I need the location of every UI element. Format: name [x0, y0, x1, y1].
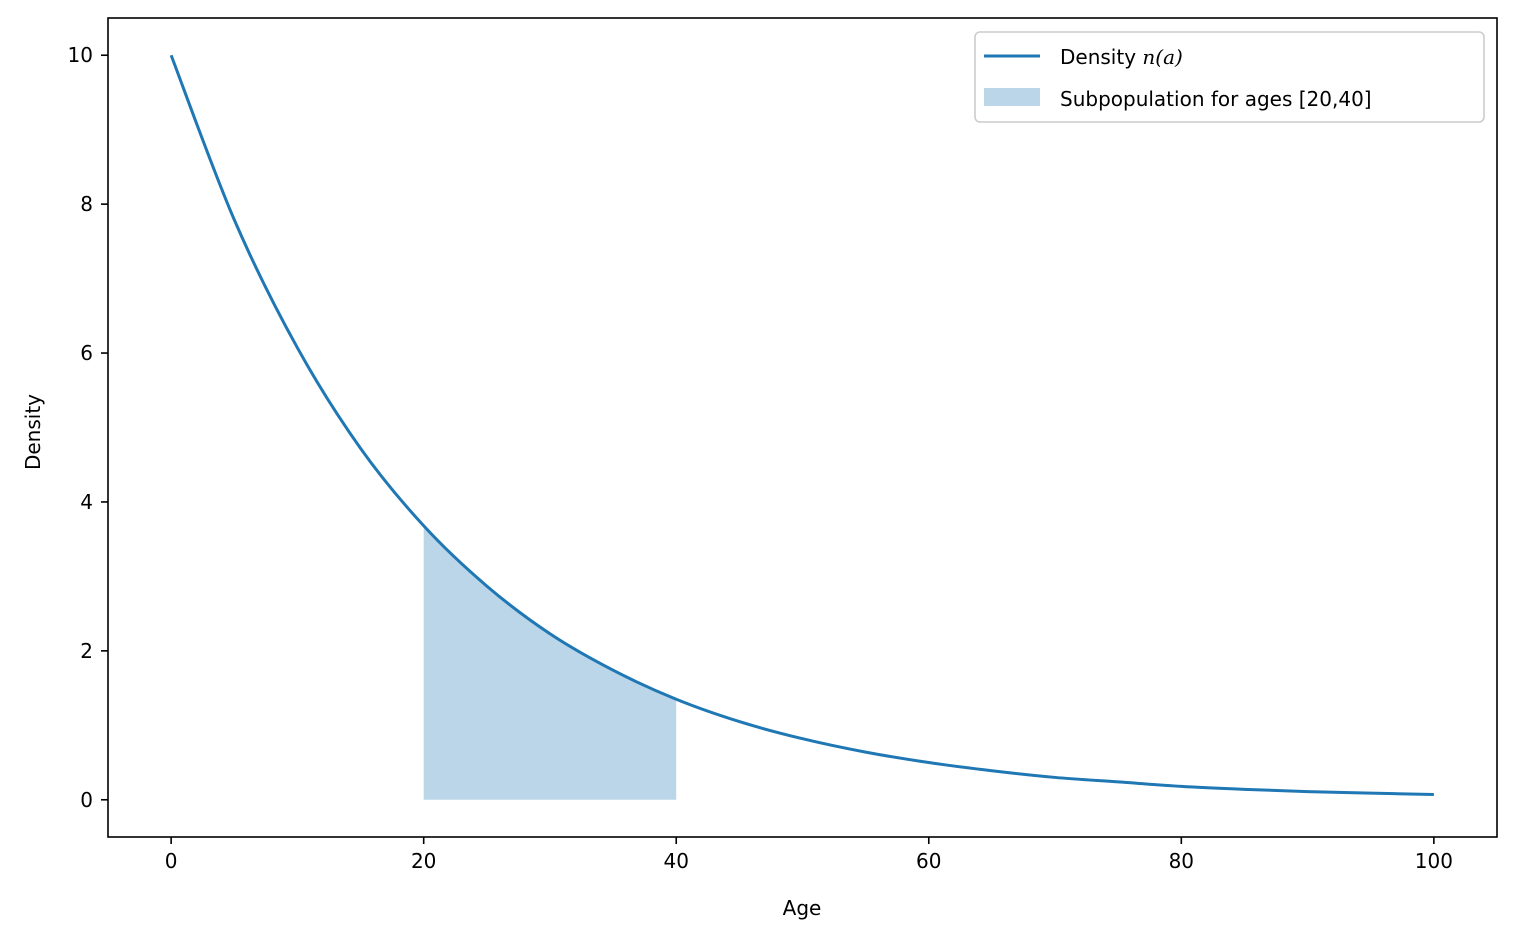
y-tick-label: 8: [80, 192, 93, 216]
plot-area: [169, 54, 1434, 800]
legend: Density n(a) Subpopulation for ages [20,…: [974, 31, 1485, 123]
legend-box: [974, 31, 1485, 123]
axis-ticks: 0 20 40 60 80 100 0 2 4 6 8 10: [68, 43, 1453, 873]
shaded-subpopulation-area: [423, 525, 677, 800]
y-tick-label: 4: [80, 490, 93, 514]
y-tick-label: 0: [80, 788, 93, 812]
y-tick-label: 6: [80, 341, 93, 365]
x-tick-label: 0: [165, 849, 178, 873]
series-line-0: [169, 54, 1434, 797]
x-tick-label: 100: [1415, 849, 1453, 873]
legend-entry-density-prefix: Density: [1060, 45, 1142, 69]
x-tick-label: 40: [664, 849, 689, 873]
legend-entry-subpopulation: Subpopulation for ages [20,40]: [1060, 87, 1372, 111]
y-tick-label: 10: [68, 43, 93, 67]
legend-entry-density-math: n(a): [1142, 45, 1182, 69]
axes-frame: [107, 17, 1498, 838]
y-tick-label: 2: [80, 639, 93, 663]
x-tick-label: 20: [411, 849, 436, 873]
x-tick-label: 60: [916, 849, 941, 873]
x-tick-label: 80: [1169, 849, 1194, 873]
legend-entry-density: Density n(a): [1060, 45, 1183, 69]
y-axis-label: Density: [21, 394, 45, 470]
x-axis-label: Age: [783, 896, 822, 920]
legend-fill-swatch: [984, 88, 1040, 106]
